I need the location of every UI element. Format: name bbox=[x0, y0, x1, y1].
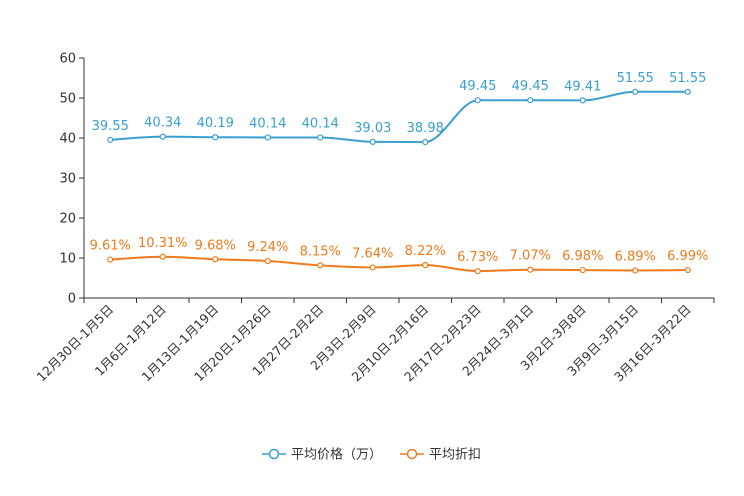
data-point bbox=[317, 134, 324, 141]
data-point bbox=[107, 136, 114, 143]
legend-marker bbox=[268, 448, 280, 460]
data-point bbox=[212, 134, 219, 141]
data-point bbox=[579, 97, 586, 104]
y-axis: 0 10 20 30 40 50 60 bbox=[59, 52, 85, 307]
data-label: 49.45 bbox=[459, 79, 496, 94]
y-tick-label: 60 bbox=[59, 52, 76, 67]
data-point bbox=[264, 134, 271, 141]
data-label: 40.34 bbox=[144, 116, 181, 131]
series-line bbox=[110, 90, 688, 144]
legend-label: 平均价格（万） bbox=[291, 447, 382, 463]
data-label: 6.98% bbox=[562, 249, 603, 264]
data-point bbox=[107, 256, 114, 263]
data-point bbox=[684, 266, 691, 274]
data-label: 7.64% bbox=[352, 246, 393, 261]
data-point bbox=[264, 257, 271, 265]
data-label: 40.19 bbox=[197, 116, 234, 131]
legend-marker bbox=[406, 448, 418, 460]
series-2: 9.61% 10.31% 9.68% 9.24% 8.15% 7.64% 8.22% 6.73… bbox=[90, 236, 708, 275]
series-line bbox=[110, 255, 688, 273]
data-point bbox=[369, 264, 376, 271]
y-tick-label: 0 bbox=[68, 292, 76, 307]
data-point bbox=[317, 262, 324, 269]
y-tick-label: 40 bbox=[59, 132, 76, 147]
data-point bbox=[632, 88, 639, 95]
data-label: 6.99% bbox=[667, 249, 708, 264]
data-point bbox=[579, 266, 586, 274]
data-label: 51.55 bbox=[617, 71, 654, 86]
y-tick-label: 50 bbox=[59, 92, 76, 107]
data-point bbox=[369, 138, 376, 145]
data-point bbox=[474, 267, 481, 275]
data-label: 9.61% bbox=[90, 239, 131, 254]
data-point bbox=[474, 97, 481, 104]
series-layer: 39.55 40.34 40.19 40.14 40.14 39.03 38.98 49.45… bbox=[90, 71, 708, 275]
data-label: 40.14 bbox=[302, 116, 339, 131]
data-label: 40.14 bbox=[249, 116, 286, 131]
y-tick-label: 20 bbox=[59, 212, 76, 227]
y-tick-label: 30 bbox=[59, 172, 76, 187]
data-point bbox=[159, 133, 166, 140]
data-label: 8.15% bbox=[300, 244, 341, 259]
data-label: 10.31% bbox=[138, 236, 188, 251]
data-point bbox=[632, 267, 639, 274]
legend-item-1[interactable]: 平均价格（万） bbox=[262, 447, 382, 463]
data-label: 9.68% bbox=[195, 238, 236, 253]
data-point bbox=[212, 256, 219, 263]
data-label: 38.98 bbox=[407, 121, 444, 136]
series-1: 39.55 40.34 40.19 40.14 40.14 39.03 38.98 49.45… bbox=[92, 71, 706, 146]
data-point bbox=[422, 138, 429, 146]
data-label: 8.22% bbox=[405, 244, 446, 259]
data-label: 9.24% bbox=[247, 240, 288, 255]
data-label: 49.45 bbox=[512, 79, 549, 94]
data-label: 7.07% bbox=[510, 249, 551, 264]
data-label: 51.55 bbox=[669, 71, 706, 86]
data-point bbox=[527, 266, 534, 273]
data-point bbox=[159, 253, 166, 260]
data-point bbox=[422, 262, 429, 269]
x-axis: 12月30日-1月5日1月6日-1月12日1月13日-1月19日1月20日-1月… bbox=[33, 297, 715, 384]
data-label: 6.73% bbox=[457, 250, 498, 265]
data-label: 39.03 bbox=[354, 121, 391, 136]
legend-item-2[interactable]: 平均折扣 bbox=[400, 448, 481, 463]
legend-label: 平均折扣 bbox=[429, 448, 481, 463]
data-point bbox=[684, 88, 691, 95]
data-point bbox=[527, 97, 534, 104]
y-tick-label: 10 bbox=[59, 252, 76, 267]
data-label: 49.41 bbox=[564, 79, 601, 94]
data-label: 39.55 bbox=[92, 119, 129, 134]
data-label: 6.89% bbox=[615, 249, 656, 264]
legend: 平均价格（万） 平均折扣 bbox=[262, 447, 481, 463]
